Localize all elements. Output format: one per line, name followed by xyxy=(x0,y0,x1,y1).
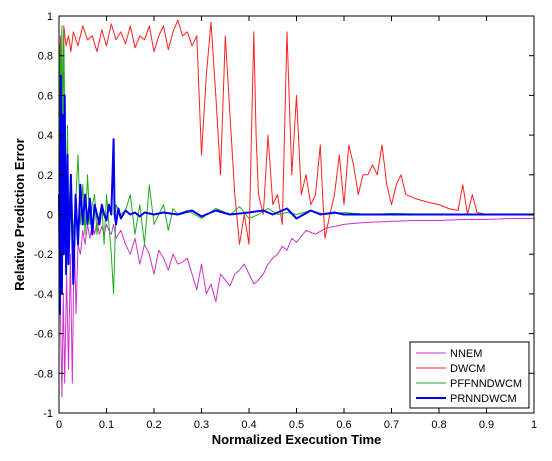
x-tick-label: 0.1 xyxy=(99,419,114,431)
series-layer xyxy=(58,19,534,398)
y-tick-label: 0 xyxy=(47,210,53,222)
y-tick-label: 1 xyxy=(47,11,53,23)
series-line-dwcm xyxy=(58,19,534,245)
x-tick-label: 0.8 xyxy=(431,419,446,431)
x-tick-label: 0.3 xyxy=(194,419,209,431)
y-tick-label: 0.2 xyxy=(38,170,53,182)
x-tick-label: 0.9 xyxy=(479,419,494,431)
x-tick-label: 0.2 xyxy=(146,419,161,431)
y-axis-ticks: 1 0.8 0.6 0.4 0.2 0 -0.2 -0.4 -0.6 -0.8 -1 xyxy=(34,11,534,420)
x-tick-label: 0.6 xyxy=(336,419,351,431)
legend-label: PRNNDWCM xyxy=(450,393,517,405)
x-axis-title: Normalized Execution Time xyxy=(212,432,382,447)
x-tick-label: 0.7 xyxy=(384,419,399,431)
y-tick-label: -1 xyxy=(43,408,53,420)
x-tick-label: 0.4 xyxy=(241,419,256,431)
x-tick-label: 1 xyxy=(531,419,537,431)
series-line-nnem xyxy=(58,218,534,398)
y-tick-label: 0.6 xyxy=(38,90,53,102)
y-tick-label: -0.2 xyxy=(34,249,53,261)
legend-label: DWCM xyxy=(450,363,485,375)
y-tick-label: -0.4 xyxy=(34,289,53,301)
y-axis-title: Relative Prediction Error xyxy=(12,138,27,290)
legend-label: NNEM xyxy=(450,348,482,360)
x-axis-ticks: 0 0.1 0.2 0.3 0.4 0.5 0.6 0.7 0.8 0.9 1 xyxy=(56,16,537,431)
legend-label: PFFNNDWCM xyxy=(450,378,522,390)
legend: NNEM DWCM PFFNNDWCM PRNNDWCM xyxy=(409,341,530,409)
y-tick-label: -0.8 xyxy=(34,368,53,380)
y-tick-label: -0.6 xyxy=(34,329,53,341)
series-line-prnndwcm xyxy=(58,74,534,315)
y-tick-label: 0.8 xyxy=(38,51,53,63)
x-tick-label: 0 xyxy=(56,419,62,431)
y-tick-label: 0.4 xyxy=(38,130,53,142)
x-tick-label: 0.5 xyxy=(289,419,304,431)
